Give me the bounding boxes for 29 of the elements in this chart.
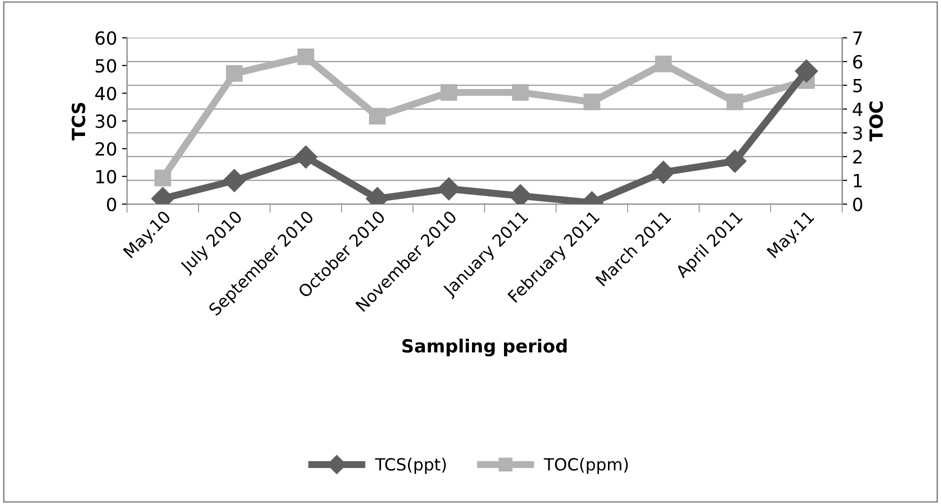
point [226,65,243,82]
legend-label: TCS(ppt) [375,458,446,474]
x-axis-title: Sampling period [402,338,567,356]
point [655,56,672,72]
y-tick-label: 10 [96,170,116,184]
y-tick-label: 50 [96,58,116,73]
y2-tick-label: 6 [853,55,862,69]
y2-tick-label: 5 [853,79,862,92]
y2-axis-title: TOC [869,102,883,142]
legend-label: TOC(ppm) [544,458,628,474]
point [584,94,600,110]
point [512,84,529,101]
y-tick-label: 20 [96,142,116,156]
point [369,108,386,125]
y-tick-label: 40 [95,86,116,100]
point [726,94,744,110]
y-tick-label: 60 [96,31,116,45]
y2-tick-label: 4 [852,102,862,116]
y-tick-label: 30 [96,114,116,128]
point [154,170,172,186]
y-tick-label: 0 [107,198,116,212]
point [297,48,314,66]
y2-tick-label: 1 [854,174,862,188]
point [440,84,458,101]
y2-tick-label: 0 [853,198,862,212]
y2-tick-label: 3 [853,126,862,140]
y2-tick-label: 2 [853,150,862,164]
y2-tick-label: 7 [853,31,862,45]
y-axis-title: TCS [72,102,86,140]
